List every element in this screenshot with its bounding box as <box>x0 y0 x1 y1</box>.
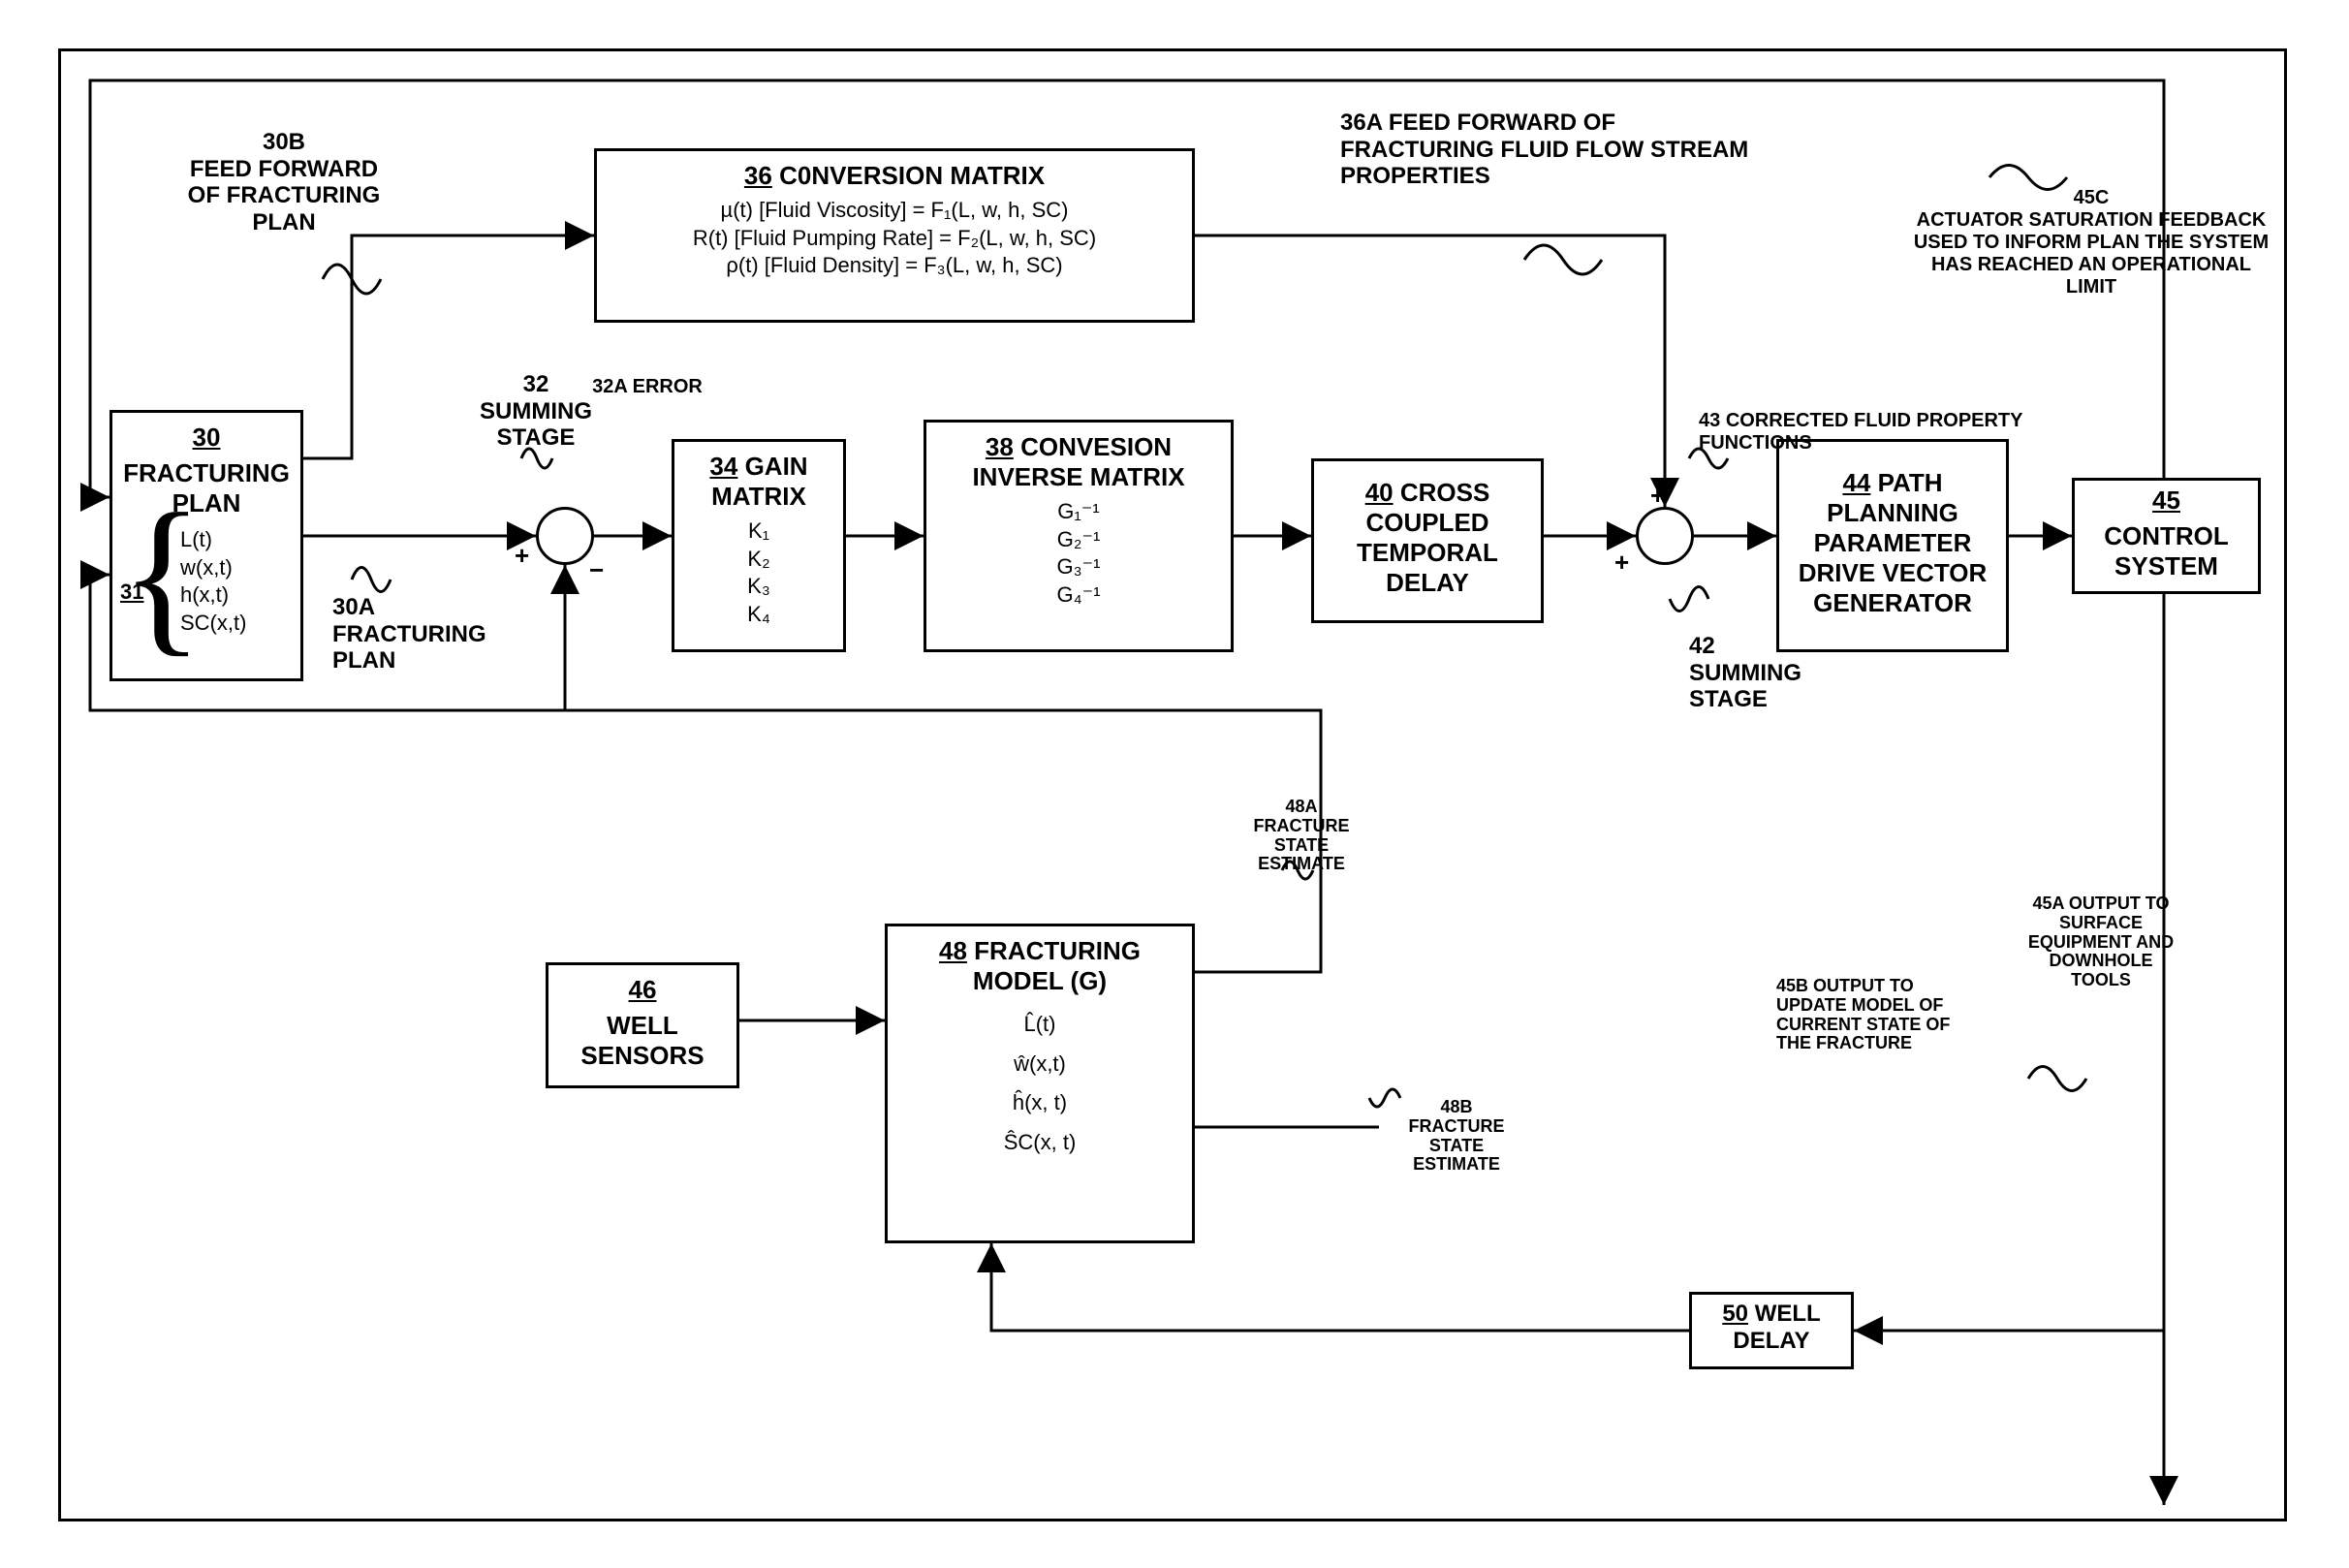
block-48-item-2: ĥ(x, t) <box>897 1089 1182 1117</box>
annot-48A-num: 48A <box>1285 797 1317 816</box>
block-48-num: 48 <box>939 936 967 965</box>
block-44-path-planning: 44 PATH PLANNING PARAMETER DRIVE VECTOR … <box>1776 439 2009 652</box>
block-34-item-2: K₃ <box>684 573 833 601</box>
block-34-item-1: K₂ <box>684 546 833 574</box>
annot-30A-num: 30A <box>332 594 375 620</box>
annot-45B-num: 45B <box>1776 976 1808 995</box>
block-40-num: 40 <box>1365 478 1394 507</box>
annot-42-text: SUMMING STAGE <box>1689 660 1801 713</box>
sum32-minus: − <box>589 555 604 585</box>
annot-48B-num: 48B <box>1440 1097 1472 1116</box>
annot-45C-text: ACTUATOR SATURATION FEEDBACK USED TO INF… <box>1914 209 2269 298</box>
block-48-fracturing-model: 48 FRACTURING MODEL (G) L̂(t) ŵ(x,t) ĥ(x… <box>885 924 1195 1243</box>
block-34-gain-matrix: 34 GAIN MATRIX K₁ K₂ K₃ K₄ <box>672 439 846 652</box>
block-40-temporal-delay: 40 CROSS COUPLED TEMPORAL DELAY <box>1311 458 1544 623</box>
annot-43-num: 43 <box>1699 410 1720 431</box>
annot-45A: 45A OUTPUT TO SURFACE EQUIPMENT AND DOWN… <box>2019 894 2183 990</box>
annot-32A-text: ERROR <box>633 376 703 397</box>
annot-30B: 30B FEED FORWARD OF FRACTURING PLAN <box>177 129 391 235</box>
block-34-item-3: K₄ <box>684 601 833 629</box>
block-44-title: PATH PLANNING PARAMETER DRIVE VECTOR GEN… <box>1799 468 1988 617</box>
annot-43-text: CORRECTED FLUID PROPERTY FUNCTIONS <box>1699 410 2022 454</box>
block-48-title: FRACTURING MODEL (G) <box>973 936 1141 995</box>
annot-42-num: 42 <box>1689 633 1715 659</box>
annot-32-num: 32 <box>523 371 549 397</box>
block-38-inverse-matrix: 38 CONVESION INVERSE MATRIX G₁⁻¹ G₂⁻¹ G₃… <box>924 420 1234 652</box>
annot-43: 43 CORRECTED FLUID PROPERTY FUNCTIONS <box>1699 410 2038 455</box>
summing-junction-42 <box>1636 507 1694 565</box>
diagram-frame: 30 FRACTURING PLAN { L(t) w(x,t) h(x,t) … <box>58 48 2287 1521</box>
block-36-line-0: µ(t) [Fluid Viscosity] = F₁(L, w, h, SC) <box>607 197 1182 225</box>
annot-45C: 45C ACTUATOR SATURATION FEEDBACK USED TO… <box>1912 187 2271 298</box>
sum32-plus: + <box>515 541 529 571</box>
block-38-item-3: G₄⁻¹ <box>936 581 1221 610</box>
block-46-title: WELL SENSORS <box>558 1011 727 1071</box>
block-38-item-2: G₃⁻¹ <box>936 553 1221 581</box>
block-45-control-system: 45 CONTROL SYSTEM <box>2072 478 2261 594</box>
annot-30A-text: FRACTURING PLAN <box>332 621 486 674</box>
block-30-fracturing-plan: 30 FRACTURING PLAN { L(t) w(x,t) h(x,t) … <box>110 410 303 681</box>
annot-30B-text: FEED FORWARD OF FRACTURING PLAN <box>188 156 381 235</box>
block-36-line-2: ρ(t) [Fluid Density] = F₃(L, w, h, SC) <box>607 252 1182 280</box>
block-36-title: C0NVERSION MATRIX <box>779 161 1045 190</box>
annot-45C-num: 45C <box>2074 187 2110 208</box>
annot-32A-num: 32A <box>592 376 627 397</box>
block-46-well-sensors: 46 WELL SENSORS <box>546 962 739 1088</box>
block-48-item-1: ŵ(x,t) <box>897 1051 1182 1079</box>
block-34-item-0: K₁ <box>684 517 833 546</box>
annot-45B: 45B OUTPUT TO UPDATE MODEL OF CURRENT ST… <box>1776 977 1970 1053</box>
annot-30A: 30A FRACTURING PLAN <box>332 594 507 674</box>
block-38-num: 38 <box>986 432 1014 461</box>
block-46-num: 46 <box>629 975 657 1004</box>
block-48-item-0: L̂(t) <box>897 1011 1182 1039</box>
block-38-item-0: G₁⁻¹ <box>936 498 1221 526</box>
summing-junction-32 <box>536 507 594 565</box>
block-34-num: 34 <box>709 452 737 481</box>
annot-36A-text: FEED FORWARD OF FRACTURING FLUID FLOW ST… <box>1340 110 1748 189</box>
block-48-item-3: ŜC(x, t) <box>897 1129 1182 1157</box>
sum42-plus-top: + <box>1650 481 1665 511</box>
annot-48B: 48B FRACTURE STATE ESTIMATE <box>1389 1098 1524 1175</box>
block-50-well-delay: 50 WELL DELAY <box>1689 1292 1854 1369</box>
block-50-num: 50 <box>1722 1301 1748 1327</box>
sum42-plus-left: + <box>1614 548 1629 578</box>
block-45-title: CONTROL SYSTEM <box>2084 521 2248 581</box>
block-38-item-1: G₂⁻¹ <box>936 526 1221 554</box>
annot-32-text: SUMMING STAGE <box>480 398 592 452</box>
annot-36A-num: 36A <box>1340 110 1382 136</box>
annot-48A: 48A FRACTURE STATE ESTIMATE <box>1234 798 1369 874</box>
block-36-line-1: R(t) [Fluid Pumping Rate] = F₂(L, w, h, … <box>607 225 1182 253</box>
annot-32A: 32A ERROR <box>584 376 710 398</box>
annot-45A-num: 45A <box>2032 894 2063 913</box>
block-30-num: 30 <box>193 423 221 452</box>
annot-30B-num: 30B <box>263 129 305 155</box>
annot-48A-text: FRACTURE STATE ESTIMATE <box>1254 816 1350 874</box>
annot-32: 32 SUMMING STAGE <box>468 371 604 452</box>
annot-42: 42 SUMMING STAGE <box>1689 633 1854 713</box>
block-36-conversion-matrix: 36 C0NVERSION MATRIX µ(t) [Fluid Viscosi… <box>594 148 1195 323</box>
annot-48B-text: FRACTURE STATE ESTIMATE <box>1409 1116 1505 1175</box>
block-44-num: 44 <box>1842 468 1870 497</box>
block-45-num: 45 <box>2152 486 2180 515</box>
block-36-num: 36 <box>744 161 772 190</box>
annot-36A: 36A FEED FORWARD OF FRACTURING FLUID FLO… <box>1340 110 1757 190</box>
block-31-num: 31 <box>120 580 143 605</box>
